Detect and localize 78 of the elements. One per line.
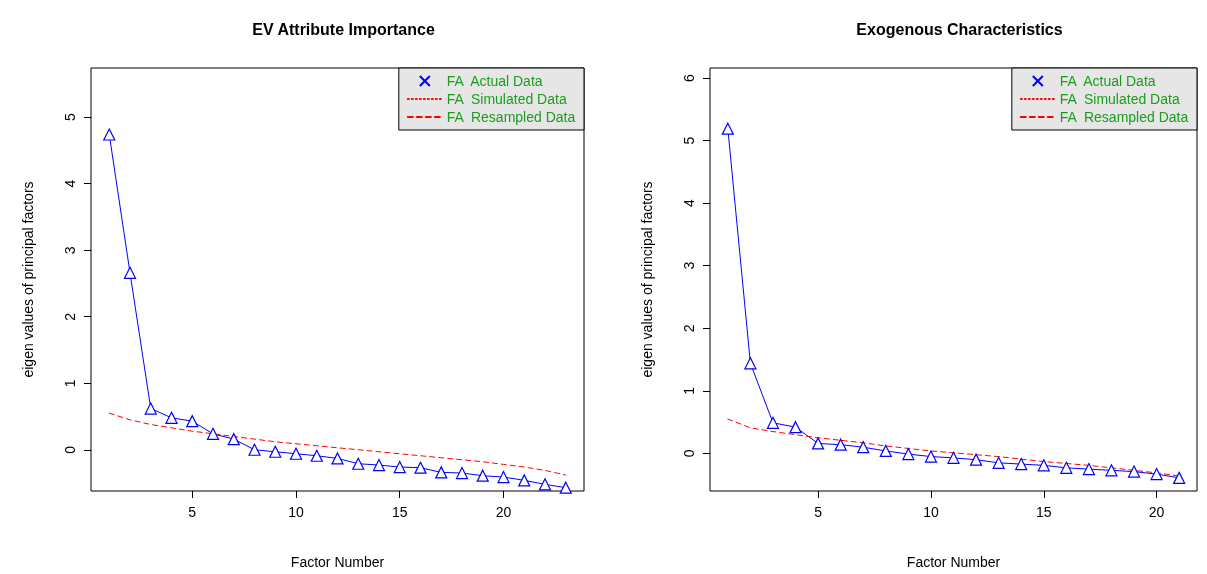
point [1150,468,1163,481]
point [289,447,303,460]
y-tick-label: 4 [681,199,697,208]
point [497,470,510,484]
point [393,460,406,474]
point [744,357,757,370]
point [812,437,825,450]
point [435,466,448,479]
y-tick-label: 2 [62,312,78,321]
point [455,466,469,480]
x-tick-label: 15 [391,504,408,520]
point [310,449,323,462]
x-axis-title: Factor Number [290,554,385,570]
point [559,481,572,494]
y-tick-label: 5 [62,113,78,122]
legend-label: FA Simulated Data [1059,91,1180,107]
x-axis-title: Factor Number [906,554,1001,570]
y-tick-label: 3 [681,261,697,270]
x-tick-label: 15 [1035,504,1052,520]
y-tick-label: 6 [681,73,697,82]
y-tick-label: 4 [62,179,78,188]
legend-label: FA Resampled Data [446,109,576,125]
legend-label: FA Actual Data [1059,73,1156,89]
point [518,474,531,487]
point [372,458,386,472]
line-series [108,412,567,476]
legend-label: FA Simulated Data [446,91,567,107]
y-tick-label: 3 [62,246,78,255]
point [227,433,240,446]
point [1037,459,1050,472]
point [834,438,847,451]
point [992,456,1005,469]
legend-label: FA Resampled Data [1059,109,1189,125]
point [1082,463,1095,476]
point [766,416,780,429]
point [1060,461,1073,474]
point [1127,465,1141,478]
legend-label: FA Actual Data [446,73,543,89]
y-tick-label: 5 [681,136,697,145]
chart-title: EV Attribute Importance [252,20,435,38]
point [879,444,892,458]
y-tick-label: 2 [681,324,697,333]
point [902,447,915,461]
point [186,415,199,428]
point [1105,464,1118,477]
y-tick-label: 1 [681,386,697,395]
point [206,427,220,440]
point [1173,471,1186,484]
chart-title: Exogenous Characteristics [856,20,1063,38]
point [969,453,983,466]
x-tick-label: 20 [1148,504,1165,520]
point [476,469,489,482]
point [789,421,802,434]
point [331,452,344,465]
x-tick-label: 10 [288,504,304,520]
point [248,443,261,456]
x-tick-label: 20 [495,504,512,520]
y-tick-label: 1 [62,379,78,388]
point [165,411,178,424]
y-tick-label: 0 [681,449,697,458]
point [144,402,157,415]
point [352,457,365,470]
x-tick-label: 5 [814,504,823,520]
point [1015,457,1028,471]
y-axis-title: eigen values of principal factors [20,181,36,378]
point [123,266,137,279]
point [103,128,116,141]
x-tick-label: 10 [923,504,939,520]
x-tick-label: 5 [188,504,197,520]
point [269,445,282,458]
y-tick-label: 0 [62,445,78,454]
point [924,450,938,463]
point [721,122,734,135]
point [947,451,960,464]
y-axis-title: eigen values of principal factors [639,181,655,378]
point [857,441,870,454]
point [414,461,427,474]
point [538,478,552,491]
